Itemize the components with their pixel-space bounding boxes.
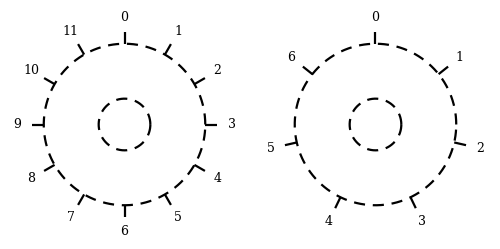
Text: 1: 1 [174, 25, 182, 38]
Text: 8: 8 [28, 172, 36, 185]
Text: 0: 0 [372, 11, 380, 24]
Text: 7: 7 [67, 211, 74, 224]
Text: 5: 5 [174, 211, 182, 224]
Text: 6: 6 [120, 225, 128, 238]
Text: 1: 1 [456, 51, 464, 64]
Text: 0: 0 [120, 11, 128, 24]
Text: 4: 4 [214, 172, 222, 185]
Text: 4: 4 [325, 215, 333, 228]
Text: 9: 9 [13, 118, 21, 131]
Text: 11: 11 [63, 25, 79, 38]
Text: 6: 6 [288, 51, 296, 64]
Text: 5: 5 [267, 142, 274, 155]
Text: 2: 2 [214, 64, 222, 77]
Text: 3: 3 [228, 118, 236, 131]
Text: 10: 10 [24, 64, 40, 77]
Text: 2: 2 [476, 142, 484, 155]
Text: 3: 3 [418, 215, 426, 228]
